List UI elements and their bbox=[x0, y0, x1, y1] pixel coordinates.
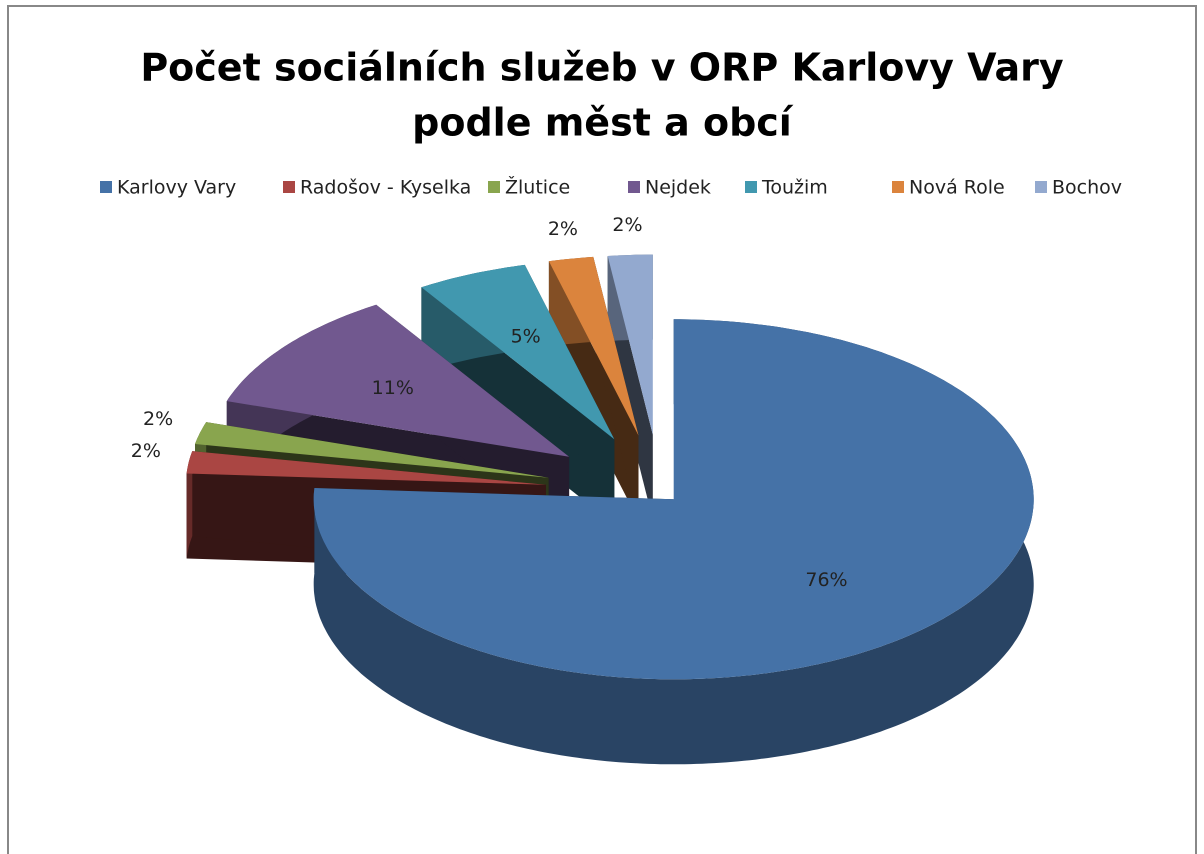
chart-title: podle měst a obcí bbox=[412, 101, 794, 145]
slice-top bbox=[186, 451, 546, 485]
chart-title: Počet sociálních služeb v ORP Karlovy Va… bbox=[140, 46, 1064, 90]
data-label: 2% bbox=[612, 214, 642, 236]
data-label: 2% bbox=[143, 408, 173, 430]
data-label: 11% bbox=[372, 377, 414, 399]
legend-label: Toužim bbox=[761, 177, 828, 199]
legend-swatch bbox=[1035, 181, 1047, 193]
legend-label: Nová Role bbox=[909, 177, 1005, 199]
legend-swatch bbox=[283, 181, 295, 193]
legend-swatch bbox=[100, 181, 112, 193]
slice bbox=[548, 256, 639, 521]
slice bbox=[607, 254, 653, 520]
legend-label: Nejdek bbox=[645, 177, 711, 199]
legend-label: Karlovy Vary bbox=[117, 177, 236, 199]
legend-swatch bbox=[488, 181, 500, 193]
slice bbox=[313, 319, 1034, 765]
slice-top bbox=[548, 256, 639, 436]
data-label: 2% bbox=[548, 218, 578, 240]
slice-top bbox=[195, 422, 549, 478]
slice-top bbox=[313, 319, 1034, 680]
slice-top bbox=[421, 264, 615, 440]
legend-swatch bbox=[892, 181, 904, 193]
data-label: 76% bbox=[805, 569, 847, 591]
slice-wall bbox=[186, 451, 193, 559]
legend-swatch bbox=[628, 181, 640, 193]
legend-label: Bochov bbox=[1052, 177, 1122, 199]
legend-label: Radošov - Kyselka bbox=[300, 177, 471, 199]
data-label: 2% bbox=[131, 440, 161, 462]
slice-top bbox=[607, 254, 653, 435]
slice-top bbox=[226, 304, 570, 457]
legend-swatch bbox=[745, 181, 757, 193]
data-label: 5% bbox=[511, 325, 541, 347]
legend-label: Žlutice bbox=[505, 176, 570, 199]
